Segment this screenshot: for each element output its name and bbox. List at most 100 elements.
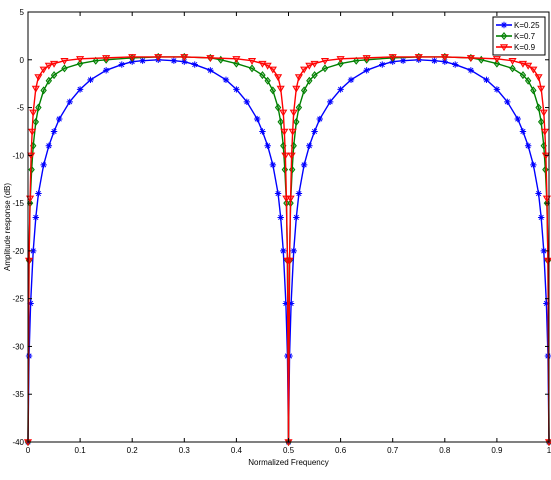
data-point — [243, 98, 251, 106]
data-point — [320, 57, 330, 65]
data-point — [45, 142, 53, 149]
data-point — [76, 59, 84, 68]
data-point — [232, 56, 241, 64]
data-point — [269, 86, 277, 95]
data-point — [32, 214, 40, 221]
x-axis-label: Normalized Frequency — [248, 458, 328, 467]
legend-item: K=0.9 — [496, 43, 536, 52]
y-tick-label: -25 — [12, 295, 24, 304]
data-point — [277, 117, 284, 126]
data-point — [268, 66, 277, 74]
data-point — [285, 257, 294, 265]
data-point — [504, 98, 511, 106]
x-tick-label: 0.1 — [75, 446, 87, 455]
data-point — [336, 56, 345, 64]
data-point — [452, 61, 459, 68]
data-point — [92, 56, 99, 65]
data-point — [206, 55, 215, 63]
data-point — [45, 76, 53, 85]
data-point — [321, 64, 329, 73]
x-tick-label: 0.5 — [283, 446, 295, 455]
y-tick-label: -10 — [12, 151, 24, 160]
data-point — [537, 117, 545, 126]
data-point — [279, 109, 288, 117]
data-point — [306, 76, 313, 85]
data-point — [286, 195, 295, 203]
data-point — [295, 190, 303, 197]
data-point — [40, 161, 47, 169]
data-point — [280, 128, 289, 136]
data-point — [233, 86, 240, 93]
x-tick-label: 0 — [26, 446, 31, 455]
x-tick-label: 0.7 — [387, 446, 399, 455]
data-point — [431, 57, 438, 64]
data-point — [233, 59, 240, 68]
data-point — [337, 86, 344, 93]
y-tick-label: -35 — [12, 390, 24, 399]
data-point — [530, 161, 537, 169]
legend-marker — [500, 31, 508, 41]
data-point — [248, 64, 256, 73]
data-point — [207, 67, 214, 74]
data-point — [306, 142, 313, 149]
y-tick-label: -5 — [17, 104, 25, 113]
data-point — [466, 55, 475, 63]
data-point — [259, 128, 266, 135]
data-point — [540, 247, 547, 255]
data-point — [537, 214, 545, 221]
data-point — [493, 59, 501, 68]
data-point — [102, 67, 110, 74]
data-point — [259, 71, 266, 80]
legend-marker — [499, 44, 509, 52]
data-point — [535, 190, 542, 197]
data-point — [529, 66, 538, 74]
x-tick-label: 0.6 — [335, 446, 347, 455]
data-point — [388, 54, 397, 62]
data-point — [50, 71, 58, 80]
data-point — [277, 214, 284, 221]
data-point — [492, 56, 501, 64]
data-point — [524, 76, 532, 85]
data-point — [264, 76, 271, 85]
y-axis-label: Amplitude response (dB) — [3, 183, 12, 271]
data-point — [191, 61, 198, 68]
data-point — [27, 300, 34, 307]
data-point — [519, 71, 527, 80]
data-point — [362, 55, 371, 63]
data-point — [60, 57, 69, 65]
x-tick-label: 0.4 — [231, 446, 243, 455]
data-point — [31, 85, 40, 93]
data-point — [483, 76, 490, 84]
data-point — [305, 62, 314, 70]
data-point — [290, 247, 297, 255]
data-point — [295, 103, 303, 112]
data-point — [280, 247, 287, 255]
data-point — [326, 98, 334, 106]
data-point — [293, 117, 300, 126]
data-point — [32, 117, 40, 126]
data-point — [76, 86, 84, 93]
legend-label: K=0.7 — [514, 32, 536, 41]
data-point — [467, 67, 475, 74]
data-point — [441, 58, 448, 65]
data-point — [35, 190, 42, 197]
data-point — [269, 161, 277, 169]
data-point — [316, 115, 323, 123]
data-point — [154, 54, 163, 62]
data-point — [508, 57, 517, 65]
data-point — [34, 74, 43, 82]
data-point — [281, 152, 290, 160]
y-tick-label: -15 — [12, 199, 24, 208]
data-point — [414, 54, 423, 62]
data-point — [518, 60, 528, 68]
data-point — [399, 57, 407, 64]
legend-label: K=0.9 — [514, 43, 536, 52]
data-point — [170, 57, 178, 64]
y-tick-label: -40 — [12, 438, 24, 447]
data-point — [274, 103, 282, 112]
data-point — [180, 54, 189, 62]
data-point — [276, 85, 285, 93]
data-point — [139, 57, 146, 64]
legend-marker — [500, 21, 508, 29]
